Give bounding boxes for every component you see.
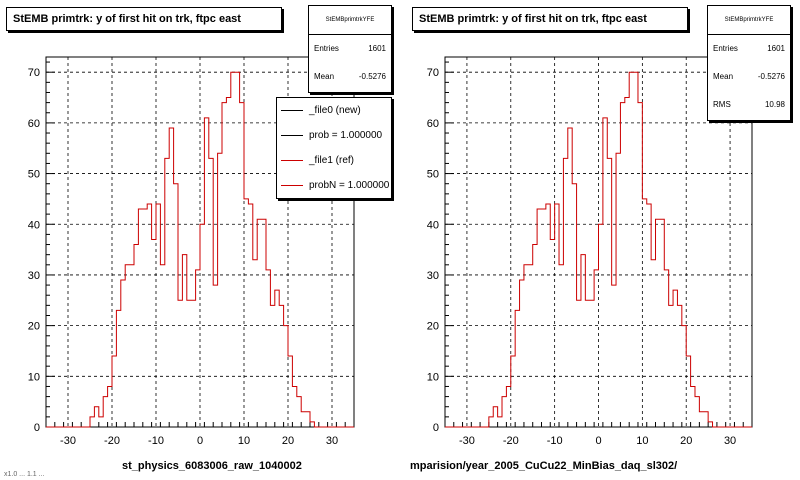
y-tick-label: 60 — [28, 118, 40, 130]
legend-entry: prob = 1.000000 — [277, 123, 391, 148]
x-tick-label: -30 — [459, 435, 475, 447]
right-stats-name: StEMBprimtrkYFE — [708, 6, 790, 35]
x-tick-label: 20 — [680, 435, 692, 447]
right-stats-entries-row: Entries 1601 — [708, 35, 790, 63]
left-stats-entries-value: 1601 — [368, 44, 386, 53]
y-tick-label: 50 — [427, 169, 439, 181]
y-tick-label: 50 — [28, 169, 40, 181]
left-stats-mean-row: Mean -0.5276 — [309, 63, 391, 91]
y-tick-label: 0 — [433, 422, 439, 434]
y-tick-label: 30 — [28, 270, 40, 282]
right-stats-mean-row: Mean -0.5276 — [708, 63, 790, 91]
legend-line-icon — [281, 160, 303, 161]
x-tick-label: -20 — [104, 435, 120, 447]
legend-label: _file1 (ref) — [309, 155, 355, 166]
left-stats-name: StEMBprimtrkYFE — [309, 6, 391, 35]
legend-line-icon — [281, 135, 303, 136]
x-tick-label: -20 — [503, 435, 519, 447]
y-tick-label: 0 — [34, 422, 40, 434]
x-tick-label: 10 — [636, 435, 648, 447]
right-plot-title: StEMB primtrk: y of first hit on trk, ft… — [412, 7, 688, 31]
x-tick-label: 10 — [238, 435, 250, 447]
x-tick-label: 0 — [595, 435, 601, 447]
right-stats-entries-label: Entries — [713, 44, 738, 53]
left-pad: -30 -20 -10 0 10 20 30 0 10 20 30 40 50 60 70 StEMB pr… — [6, 5, 392, 472]
y-tick-label: 60 — [427, 118, 439, 130]
left-stats-entries-row: Entries 1601 — [309, 35, 391, 63]
x-tick-label: 0 — [197, 435, 203, 447]
y-tick-label: 10 — [28, 371, 40, 383]
y-tick-label: 20 — [28, 321, 40, 333]
y-tick-label: 20 — [427, 321, 439, 333]
y-tick-label: 30 — [427, 270, 439, 282]
right-stats-mean-label: Mean — [713, 72, 734, 81]
histogram-line — [445, 71, 752, 428]
legend: _file0 (new) prob = 1.000000 _file1 (ref… — [276, 97, 392, 199]
right-stats-entries-value: 1601 — [767, 44, 785, 53]
right-histogram-plot: -30 -20 -10 0 10 20 30 0 10 20 30 40 50 60 70 — [427, 56, 753, 447]
right-stats-rms-label: RMS — [713, 100, 731, 109]
x-tick-label: -10 — [148, 435, 164, 447]
right-x-axis-label: mparision/year_2005_CuCu22_MinBias_daq_s… — [410, 460, 678, 472]
x-tick-label: 30 — [326, 435, 338, 447]
right-stats-rms-row: RMS 10.98 — [708, 91, 790, 119]
legend-label: probN = 1.000000 — [309, 180, 390, 191]
legend-label: _file0 (new) — [309, 105, 361, 116]
y-tick-label: 70 — [28, 67, 40, 79]
legend-line-icon — [281, 110, 303, 111]
legend-entry: _file1 (ref) — [277, 148, 391, 173]
left-stats-box: StEMBprimtrkYFE Entries 1601 Mean -0.527… — [308, 5, 392, 93]
right-stats-mean-value: -0.5276 — [757, 72, 785, 81]
footer-text: x1.0 ... 1.1 ... — [4, 471, 45, 478]
y-tick-label: 70 — [427, 67, 439, 79]
y-tick-label: 40 — [427, 219, 439, 231]
right-stats-rms-value: 10.98 — [764, 100, 785, 109]
legend-label: prob = 1.000000 — [309, 130, 383, 141]
left-x-axis-label: st_physics_6083006_raw_1040002 — [122, 460, 302, 472]
right-stats-box: StEMBprimtrkYFE Entries 1601 Mean -0.527… — [707, 5, 791, 121]
left-stats-entries-label: Entries — [314, 44, 339, 53]
x-tick-label: -30 — [60, 435, 76, 447]
left-stats-mean-value: -0.5276 — [358, 72, 386, 81]
histogram-line — [46, 71, 354, 428]
x-tick-label: -10 — [547, 435, 563, 447]
x-tick-label: 20 — [282, 435, 294, 447]
legend-entry: _file0 (new) — [277, 98, 391, 123]
left-plot-title: StEMB primtrk: y of first hit on trk, ft… — [6, 7, 282, 31]
left-stats-mean-label: Mean — [314, 72, 335, 81]
x-tick-label: 30 — [724, 435, 736, 447]
legend-entry: probN = 1.000000 — [277, 173, 391, 198]
legend-line-icon — [281, 185, 303, 186]
y-tick-label: 40 — [28, 219, 40, 231]
y-tick-label: 10 — [427, 371, 439, 383]
right-pad: -30 -20 -10 0 10 20 30 0 10 20 30 40 50 60 70 StEMB pr… — [400, 0, 800, 480]
